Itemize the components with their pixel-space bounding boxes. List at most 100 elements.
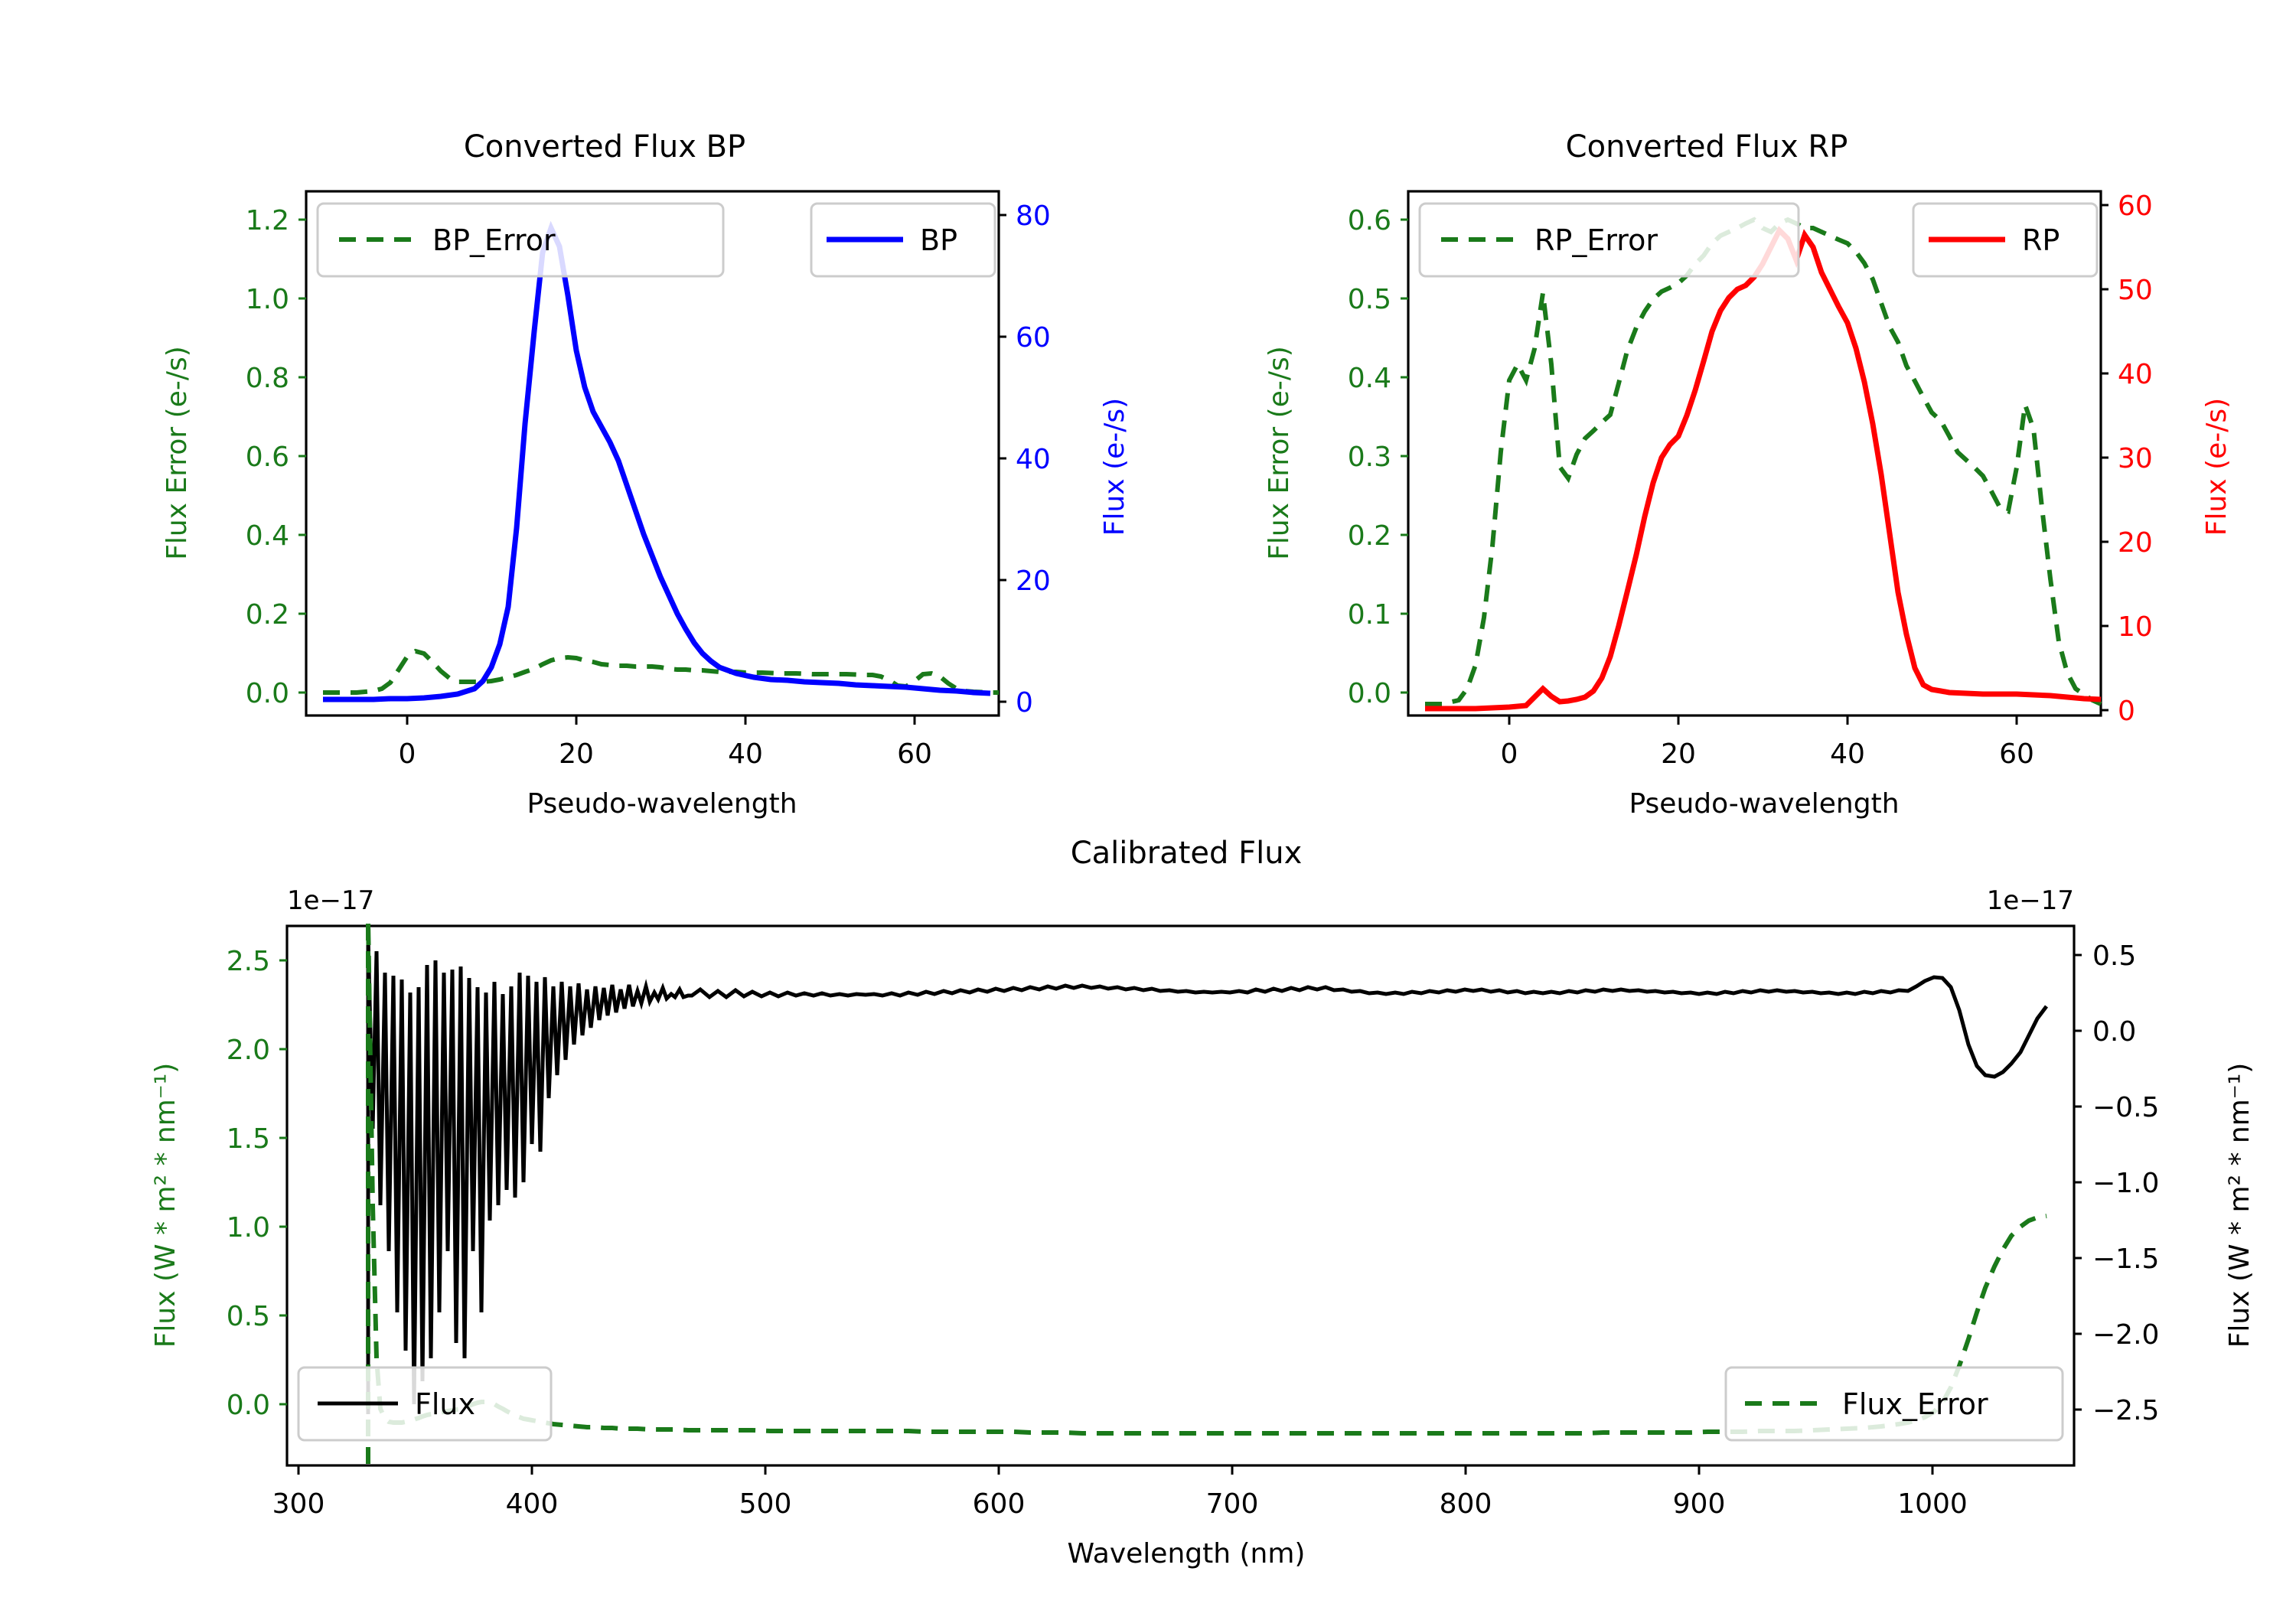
rp-y2tick-60: 60 xyxy=(2118,191,2153,222)
calib-flux-error-legend-label: Flux_Error xyxy=(1842,1387,1988,1421)
panel-converted-flux-rp: Converted Flux RP 0.6 0.5 0.4 0.3 0.2 0.… xyxy=(1102,0,2296,834)
bp-ytick-0-8: 0.8 xyxy=(246,363,289,394)
rp-error-legend-label: RP_Error xyxy=(1534,223,1658,257)
bp-xlabel: Pseudo-wavelength xyxy=(527,788,797,820)
rp-y2tick-50: 50 xyxy=(2118,275,2153,306)
calib-offset-left: 1e−17 xyxy=(287,885,374,916)
calib-xtick-300: 300 xyxy=(272,1488,325,1520)
rp-y2tick-10: 10 xyxy=(2118,611,2153,643)
bp-xtick-20: 20 xyxy=(559,738,594,770)
bp-xtick-40: 40 xyxy=(728,738,763,770)
rp-ytick-0-1: 0.1 xyxy=(1348,599,1391,631)
rp-ytick-0-0: 0.0 xyxy=(1348,678,1391,709)
rp-y2tick-40: 40 xyxy=(2118,359,2153,390)
bp-y2tick-40: 40 xyxy=(1016,444,1051,475)
bp-ytick-1-0: 1.0 xyxy=(246,284,289,315)
rp-legend-error[interactable]: RP_Error xyxy=(1418,202,1800,278)
rp-xtick-0: 0 xyxy=(1501,738,1518,770)
calib-ytick-2-0: 2.0 xyxy=(227,1035,270,1066)
calib-xtick-700: 700 xyxy=(1206,1488,1259,1520)
calib-ylabel-left: Flux (W * m² * nm⁻¹) xyxy=(150,1063,181,1348)
calib-xlabel: Wavelength (nm) xyxy=(1068,1538,1306,1570)
calib-ytick-2-5: 2.5 xyxy=(227,946,270,977)
rp-data-area xyxy=(1425,217,2102,712)
bp-ytick-0-2: 0.2 xyxy=(246,599,289,631)
rp-y2tick-30: 30 xyxy=(2118,443,2153,474)
bp-data-area xyxy=(323,220,999,702)
calib-y2tick-m0-5: −0.5 xyxy=(2092,1092,2159,1123)
calib-legend-flux-error[interactable]: Flux_Error xyxy=(1724,1366,2064,1442)
calib-ylabel-right: Flux (W * m² * nm⁻¹) xyxy=(2224,1063,2255,1348)
rp-xtick-40: 40 xyxy=(1830,738,1865,770)
bp-y2tick-0: 0 xyxy=(1016,687,1033,719)
bp-legend-error[interactable]: BP_Error xyxy=(316,202,725,278)
bp-right-axis: 80 60 40 20 0 Flux (e-/s) xyxy=(999,200,1130,719)
rp-xlabel: Pseudo-wavelength xyxy=(1629,788,1899,820)
bp-xtick-0: 0 xyxy=(399,738,416,770)
calib-x-axis: 300 400 500 600 700 800 900 1000 Wavelen… xyxy=(272,1465,1968,1570)
calib-flux-legend-label: Flux xyxy=(415,1387,475,1421)
calib-xtick-600: 600 xyxy=(973,1488,1026,1520)
calib-y2tick-m1-0: −1.0 xyxy=(2092,1168,2159,1199)
calib-xtick-500: 500 xyxy=(739,1488,792,1520)
calib-xtick-800: 800 xyxy=(1440,1488,1492,1520)
bp-y2tick-60: 60 xyxy=(1016,322,1051,354)
bp-ytick-0-0: 0.0 xyxy=(246,678,289,709)
calib-ytick-1-0: 1.0 xyxy=(227,1212,270,1244)
calib-xtick-900: 900 xyxy=(1673,1488,1726,1520)
bp-legend-label: BP xyxy=(920,223,957,257)
bp-ylabel-right: Flux (e-/s) xyxy=(1099,398,1130,536)
rp-ylabel-right: Flux (e-/s) xyxy=(2201,398,2232,536)
calib-ytick-0-0: 0.0 xyxy=(227,1390,270,1421)
series-rp-line xyxy=(1425,226,2102,712)
bp-ytick-0-4: 0.4 xyxy=(246,520,289,552)
rp-ytick-0-4: 0.4 xyxy=(1348,363,1391,394)
calib-y2tick-0-5: 0.5 xyxy=(2092,940,2136,972)
calib-xtick-1000: 1000 xyxy=(1897,1488,1968,1520)
rp-ylabel-left: Flux Error (e-/s) xyxy=(1264,346,1295,560)
calib-ytick-0-5: 0.5 xyxy=(227,1301,270,1332)
rp-ytick-0-2: 0.2 xyxy=(1348,520,1391,552)
bp-ytick-1-2: 1.2 xyxy=(246,205,289,236)
bp-legend-flux[interactable]: BP xyxy=(810,202,996,278)
calib-xtick-400: 400 xyxy=(506,1488,559,1520)
panel-converted-flux-bp: Converted Flux BP 1.2 1.0 0.8 0.6 0.4 0.… xyxy=(0,0,1194,834)
rp-xtick-20: 20 xyxy=(1661,738,1696,770)
calib-offset-right: 1e−17 xyxy=(1987,885,2074,916)
rp-ytick-0-5: 0.5 xyxy=(1348,284,1391,315)
calib-ytick-1-5: 1.5 xyxy=(227,1123,270,1155)
bp-xtick-60: 60 xyxy=(897,738,932,770)
series-bp-error-line xyxy=(323,648,999,695)
bp-ytick-0-6: 0.6 xyxy=(246,442,289,473)
series-flux-line xyxy=(366,935,2048,1414)
rp-right-axis: 60 50 40 30 20 10 0 Flux (e-/s) xyxy=(2101,191,2232,727)
bp-x-axis: 0 20 40 60 Pseudo-wavelength xyxy=(399,715,932,820)
calib-y2tick-0-0: 0.0 xyxy=(2092,1016,2136,1048)
series-rp-error-line xyxy=(1425,217,2102,706)
calib-left-axis: 2.5 2.0 1.5 1.0 0.5 0.0 Flux (W * m² * n… xyxy=(150,946,287,1421)
rp-ytick-0-6: 0.6 xyxy=(1348,205,1391,236)
bp-y2tick-20: 20 xyxy=(1016,566,1051,597)
calib-data-area xyxy=(366,920,2048,1464)
series-bp-line xyxy=(323,220,991,702)
rp-ytick-0-3: 0.3 xyxy=(1348,442,1391,473)
rp-y2tick-0: 0 xyxy=(2118,696,2135,727)
bp-left-axis: 1.2 1.0 0.8 0.6 0.4 0.2 0.0 Flux Error (… xyxy=(161,205,306,709)
panel-bp-title: Converted Flux BP xyxy=(464,129,745,165)
bp-y2tick-80: 80 xyxy=(1016,200,1051,232)
rp-x-axis: 0 20 40 60 Pseudo-wavelength xyxy=(1501,715,2034,820)
rp-left-axis: 0.6 0.5 0.4 0.3 0.2 0.1 0.0 Flux Error (… xyxy=(1264,205,1408,709)
panel-rp-title: Converted Flux RP xyxy=(1566,129,1848,165)
rp-legend-label: RP xyxy=(2022,223,2060,257)
rp-y2tick-20: 20 xyxy=(2118,527,2153,559)
rp-xtick-60: 60 xyxy=(1999,738,2034,770)
panel-calib-title: Calibrated Flux xyxy=(1071,836,1303,871)
rp-legend-flux[interactable]: RP xyxy=(1912,202,2099,278)
bp-ylabel-left: Flux Error (e-/s) xyxy=(161,346,193,560)
calib-right-axis: 0.5 0.0 −0.5 −1.0 −1.5 −2.0 −2.5 Flux (W… xyxy=(2074,940,2255,1426)
calib-legend-flux[interactable]: Flux xyxy=(297,1366,553,1442)
bp-error-legend-label: BP_Error xyxy=(432,223,556,257)
calib-y2tick-m1-5: −1.5 xyxy=(2092,1244,2159,1275)
calib-y2tick-m2-5: −2.5 xyxy=(2092,1395,2159,1426)
